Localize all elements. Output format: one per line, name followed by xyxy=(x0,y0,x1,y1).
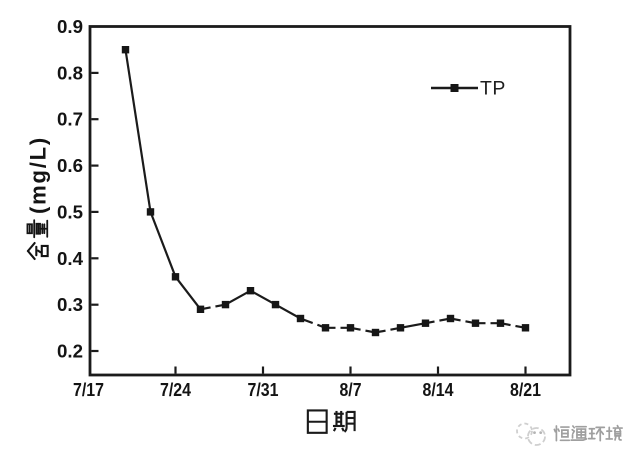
svg-text:0.4: 0.4 xyxy=(57,248,84,269)
svg-text:0.5: 0.5 xyxy=(57,201,83,222)
svg-text:0.9: 0.9 xyxy=(57,16,83,37)
svg-text:7/24: 7/24 xyxy=(160,379,192,400)
svg-text:0.8: 0.8 xyxy=(57,62,83,83)
svg-text:(mg/L): (mg/L) xyxy=(25,136,50,214)
svg-text:TP: TP xyxy=(480,78,506,100)
svg-text:0.7: 0.7 xyxy=(57,109,83,130)
svg-text:0.3: 0.3 xyxy=(57,294,83,315)
svg-text:7/17: 7/17 xyxy=(73,379,104,400)
svg-text:8/7: 8/7 xyxy=(340,379,362,400)
svg-text:0.6: 0.6 xyxy=(57,155,83,176)
svg-text:0.2: 0.2 xyxy=(57,341,83,362)
svg-text:8/14: 8/14 xyxy=(423,379,455,400)
svg-text:8/21: 8/21 xyxy=(510,379,541,400)
svg-text:7/31: 7/31 xyxy=(248,379,279,400)
